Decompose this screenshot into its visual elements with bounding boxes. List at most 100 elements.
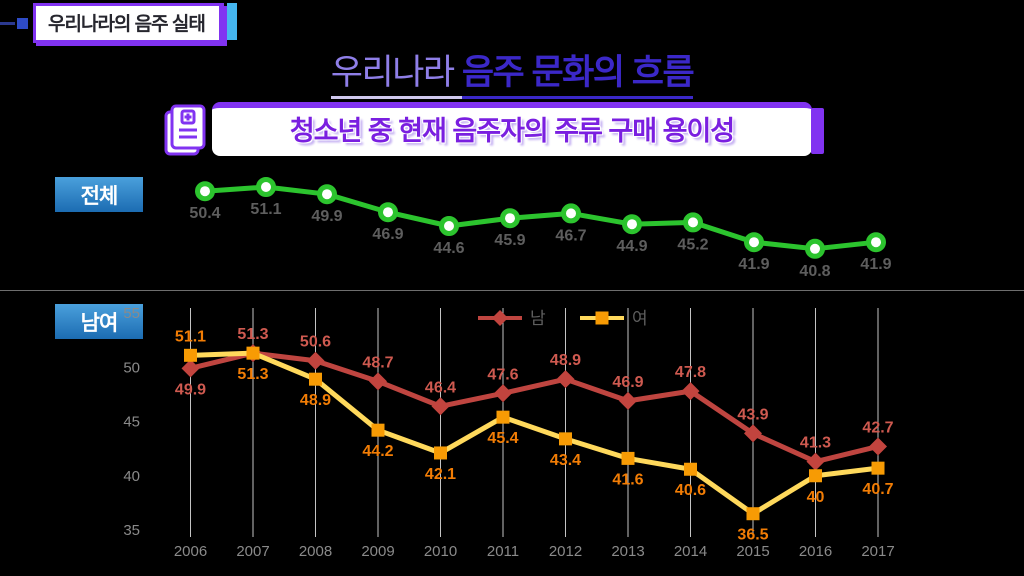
- male-point-2012: [556, 370, 575, 389]
- female-point-2014: [684, 462, 697, 476]
- value-여-2009: 44.2: [362, 443, 393, 460]
- male-point-2014: [681, 382, 700, 401]
- total-value-2013: 44.9: [616, 238, 647, 255]
- total-value-2017: 41.9: [860, 256, 891, 273]
- x-tick-2013: 2013: [611, 543, 644, 560]
- value-여-2007: 51.3: [237, 366, 268, 383]
- female-point-2010: [434, 446, 447, 460]
- page-title-light: 우리나라: [330, 53, 462, 99]
- legend-female-square-icon: [595, 311, 609, 325]
- total-point-2012: [561, 203, 581, 224]
- page-title-bold-1: 음주: [461, 53, 525, 99]
- value-여-2014: 40.6: [675, 482, 706, 499]
- female-point-2016: [809, 469, 822, 483]
- gender-gridlines: 2006 2007 2008 2009 2010 2011 2012 2013 2014 2015…: [174, 308, 895, 560]
- x-tick-2008: 2008: [299, 543, 332, 560]
- total-point-2010: [439, 216, 459, 236]
- female-point-2017: [871, 461, 885, 475]
- total-point-2008: [317, 184, 337, 205]
- subtitle-banner: 청소년 중 현재 음주자의 주류 구매 용이성: [164, 102, 824, 156]
- badge-label: 우리나라의 음주 실태: [33, 3, 224, 43]
- male-point-2011: [494, 384, 512, 403]
- value-남-2009: 48.7: [362, 354, 393, 371]
- gender-chart: 2006 2007 2008 2009 2010 2011 2012 2013 2014 2015…: [123, 305, 894, 560]
- total-value-2008: 49.9: [311, 208, 342, 225]
- female-point-2006: [184, 348, 197, 362]
- total-value-2009: 46.9: [372, 226, 403, 243]
- value-여-2012: 43.4: [550, 452, 581, 469]
- total-value-2012: 46.7: [555, 227, 586, 244]
- value-남-2006: 49.9: [175, 381, 206, 398]
- x-tick-2017: 2017: [861, 543, 894, 560]
- x-tick-2011: 2011: [487, 543, 519, 560]
- value-남-2007: 51.3: [237, 326, 268, 343]
- value-남-2013: 46.9: [612, 374, 643, 391]
- y-tick-35: 35: [123, 522, 140, 539]
- male-point-2009: [369, 372, 387, 391]
- female-point-2013: [621, 451, 635, 465]
- total-point-2009: [378, 202, 398, 223]
- x-tick-2015: 2015: [736, 543, 769, 560]
- value-남-2016: 41.3: [800, 435, 831, 452]
- male-point-2013: [619, 391, 637, 410]
- total-line: [204, 184, 877, 252]
- x-tick-2006: 2006: [174, 543, 207, 560]
- banner-side-bar: [811, 108, 824, 154]
- total-value-2010: 44.6: [433, 240, 464, 257]
- page-title-bold-2: 문화의 흐름: [523, 53, 695, 99]
- total-point-2006: [195, 181, 215, 202]
- female-point-2008: [309, 372, 322, 386]
- value-남-2012: 48.9: [550, 352, 581, 369]
- total-value-2006: 50.4: [189, 205, 220, 222]
- page-title: 우리나라 음주 문화의 흐름: [0, 44, 1024, 99]
- male-point-2008: [306, 351, 325, 370]
- badge-bullet-icon: [17, 17, 28, 29]
- total-point-2016: [805, 238, 825, 259]
- male-point-2010: [431, 397, 450, 416]
- value-남-2017: 42.7: [862, 419, 893, 436]
- female-point-2012: [559, 432, 572, 446]
- total-value-2015: 41.9: [738, 256, 769, 273]
- value-여-2006: 51.1: [175, 328, 206, 345]
- report-icon: [160, 102, 212, 165]
- female-point-2007: [246, 346, 260, 360]
- female-point-2015: [746, 507, 760, 521]
- y-tick-40: 40: [123, 468, 140, 485]
- x-tick-2012: 2012: [549, 543, 582, 560]
- value-여-2016: 40: [807, 489, 825, 506]
- total-value-2014: 45.2: [677, 236, 708, 253]
- legend-male-diamond-icon: [492, 310, 508, 326]
- badge-accent-bar: [226, 2, 237, 40]
- total-value-2016: 40.8: [799, 263, 830, 280]
- x-tick-2016: 2016: [799, 543, 832, 560]
- value-여-2017: 40.7: [862, 481, 893, 498]
- value-여-2008: 48.9: [300, 392, 331, 409]
- value-여-2015: 36.5: [737, 527, 768, 544]
- x-tick-2010: 2010: [424, 543, 457, 560]
- total-chart: 50.4 51.1 49.9 46.9 44.6 45.9 46.7 44.9 45.2 41.9…: [189, 177, 892, 280]
- x-tick-2007: 2007: [236, 543, 269, 560]
- value-남-2014: 47.8: [675, 364, 706, 381]
- total-value-2011: 45.9: [494, 232, 525, 249]
- male-point-2016: [806, 452, 825, 471]
- value-여-2011: 45.4: [487, 430, 518, 447]
- x-tick-2009: 2009: [361, 543, 394, 560]
- y-tick-45: 45: [123, 414, 140, 431]
- male-point-2017: [869, 437, 887, 456]
- series-line-남: [189, 350, 879, 465]
- total-point-2017: [866, 232, 886, 253]
- total-point-2011: [500, 208, 520, 229]
- value-남-2008: 50.6: [300, 334, 331, 351]
- page-badge: 우리나라의 음주 실태: [0, 2, 237, 43]
- legend-female-label: 여: [632, 309, 648, 328]
- total-point-2014: [683, 212, 703, 233]
- male-point-2006: [181, 359, 200, 378]
- total-point-2007: [256, 177, 276, 197]
- female-point-2011: [496, 410, 510, 424]
- legend-male-label: 남: [530, 309, 546, 328]
- value-남-2015: 43.9: [737, 406, 768, 423]
- value-남-2011: 47.6: [487, 366, 518, 383]
- badge-connector-line: [0, 21, 15, 25]
